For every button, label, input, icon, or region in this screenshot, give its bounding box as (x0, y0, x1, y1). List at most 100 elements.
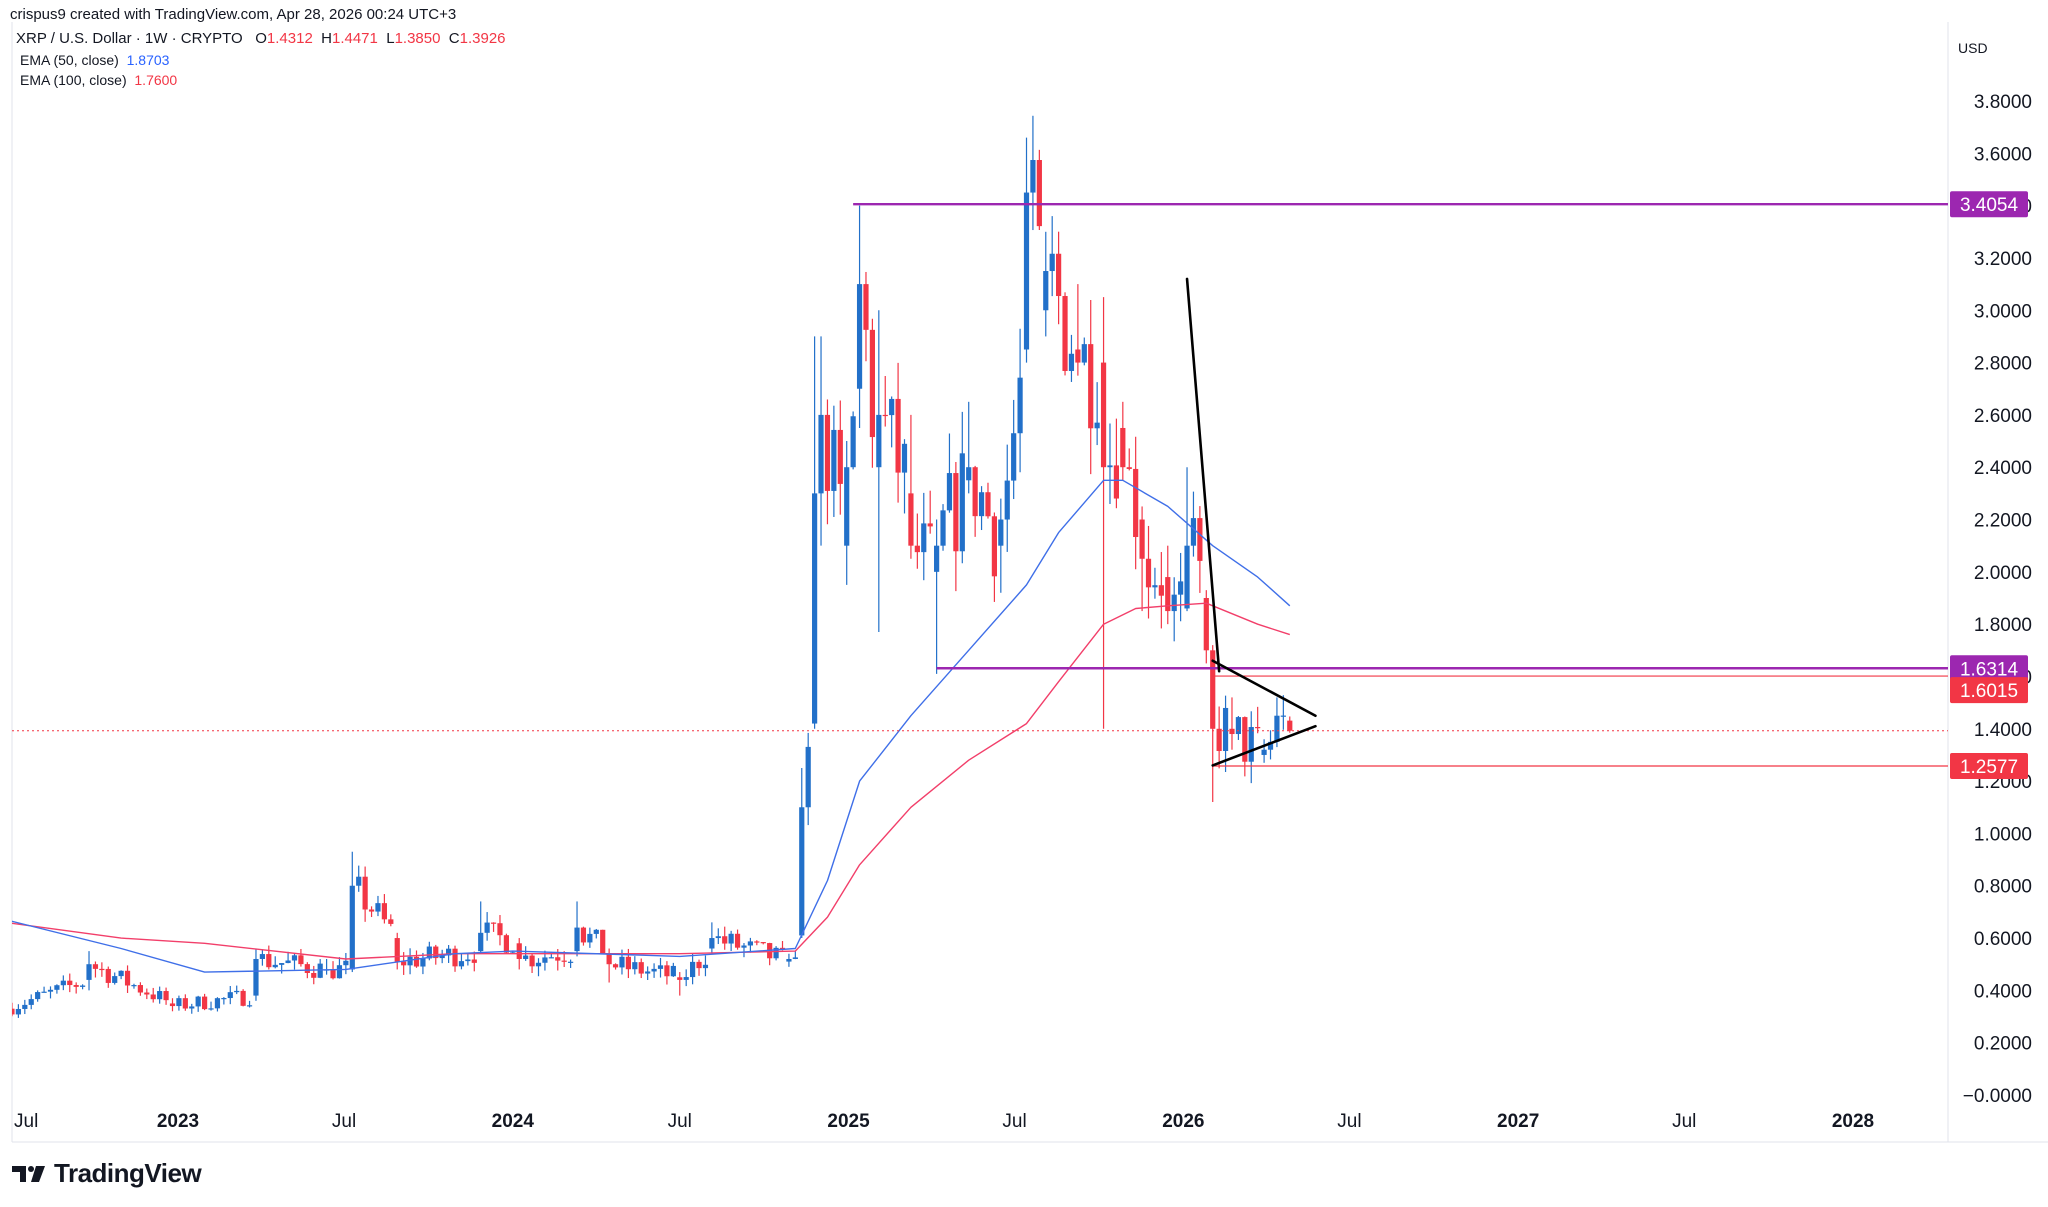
candle-body (446, 948, 452, 956)
candle-body (349, 885, 355, 970)
candle (131, 983, 137, 989)
candle (683, 969, 689, 987)
candle (3, 998, 8, 1016)
candle (1178, 552, 1184, 622)
tradingview-logo[interactable]: TradingView (12, 1158, 202, 1189)
candle-body (291, 955, 298, 961)
candle-body (311, 972, 317, 978)
candle (1036, 149, 1042, 231)
candle-body (683, 977, 689, 980)
candle (503, 933, 509, 954)
candle-body (3, 1009, 8, 1012)
candle (150, 987, 156, 1003)
candle-body (786, 958, 792, 962)
candle-body (336, 965, 343, 979)
candle (259, 949, 265, 966)
candle-body (12, 1008, 15, 1015)
candle (856, 205, 863, 428)
candle-body (972, 467, 978, 517)
low-label: L (386, 30, 395, 47)
candle (336, 957, 343, 979)
candle-body (529, 955, 535, 967)
candle-body (1068, 353, 1075, 371)
legend-ema50-value: 1.8703 (126, 52, 170, 68)
tradingview-logo-text: TradingView (54, 1158, 202, 1188)
candle-body (240, 990, 246, 1006)
candle (202, 993, 208, 1011)
candle-body (1107, 465, 1113, 468)
candle-body (754, 941, 760, 943)
candle (1203, 590, 1209, 664)
candle (1113, 418, 1120, 509)
candle-body (1088, 344, 1094, 429)
candle (478, 901, 484, 954)
candle-body (1139, 519, 1145, 559)
candle (670, 962, 676, 977)
candle (657, 957, 664, 978)
y-tick-label: 3.2000 (1974, 249, 2032, 270)
candle (1287, 716, 1293, 733)
candle (420, 952, 426, 975)
trendline (1185, 277, 1221, 673)
y-tick-label: 2.2000 (1974, 511, 2032, 532)
legend-ema50[interactable]: EMA (50, close) 1.8703 (20, 52, 169, 68)
candle-body (1056, 253, 1062, 297)
candle-body (163, 991, 169, 1001)
candle (214, 997, 221, 1012)
candle-body (606, 953, 612, 965)
candle-body (1184, 545, 1190, 609)
symbol-title[interactable]: XRP / U.S. Dollar · 1W · CRYPTO (16, 30, 243, 47)
candle (914, 513, 920, 569)
x-tick-label: Jul (332, 1111, 356, 1132)
candle (998, 498, 1004, 593)
candle (792, 950, 798, 960)
candle (767, 942, 773, 966)
candle-body (458, 961, 465, 967)
trendline (1211, 659, 1317, 718)
legend-ema100[interactable]: EMA (100, close) 1.7600 (20, 72, 177, 88)
candle-body (1004, 480, 1010, 520)
open-value: 1.4312 (266, 30, 313, 47)
candle-body (824, 414, 831, 491)
candle (754, 940, 760, 946)
candle (1280, 695, 1286, 730)
candle (908, 414, 914, 559)
candle-body (214, 998, 221, 1009)
candle (850, 411, 856, 470)
candle (118, 970, 124, 980)
candle (651, 963, 657, 978)
candle-body (182, 998, 188, 1009)
candle (1197, 506, 1203, 593)
candle (221, 997, 227, 1005)
candle-body (523, 955, 529, 959)
candle (889, 396, 895, 448)
candle (394, 932, 400, 970)
candle (92, 961, 99, 978)
candle (734, 929, 741, 950)
candle-body (73, 985, 79, 987)
candle-body (401, 961, 407, 966)
candle-body (202, 996, 208, 1010)
candle (722, 926, 728, 950)
candle-body (593, 929, 599, 934)
candle (1152, 567, 1158, 599)
candle (773, 946, 779, 961)
candle-body (792, 957, 798, 959)
candle (388, 914, 394, 927)
candle (574, 901, 580, 957)
candle-body (927, 523, 933, 527)
candle-body (503, 935, 509, 953)
candle-body (35, 992, 41, 1000)
y-tick-label: 2.8000 (1974, 354, 2032, 375)
candle (1107, 423, 1113, 504)
currency-label[interactable]: USD (1958, 40, 1988, 56)
candle (805, 732, 811, 826)
x-tick-label: 2026 (1162, 1111, 1204, 1132)
candle-body (741, 945, 747, 948)
candle (901, 439, 908, 514)
candle (112, 972, 118, 985)
y-tick-label: 2.0000 (1974, 563, 2032, 584)
candle-body (612, 964, 619, 968)
candle (741, 943, 747, 958)
